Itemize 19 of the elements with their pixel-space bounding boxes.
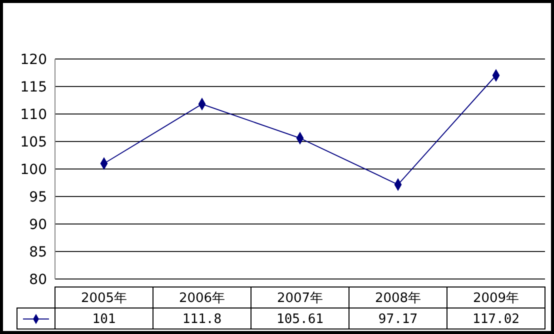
y-tick-label: 80 xyxy=(29,272,47,288)
y-tick-label: 120 xyxy=(20,52,47,68)
data-label: 97.17 xyxy=(378,312,418,327)
data-label: 101 xyxy=(92,312,116,327)
y-tick-label: 105 xyxy=(20,134,47,150)
y-tick-label: 100 xyxy=(20,162,47,178)
y-tick-label: 110 xyxy=(20,106,47,123)
y-tick-label: 85 xyxy=(29,244,47,260)
y-tick-label: 95 xyxy=(29,189,47,206)
y-tick-label: 90 xyxy=(29,216,47,233)
x-tick-label: 2008年 xyxy=(374,291,422,306)
data-label: 111.8 xyxy=(182,312,222,327)
data-label: 117.02 xyxy=(472,312,520,327)
x-tick-label: 2009年 xyxy=(472,291,520,306)
y-tick-label: 115 xyxy=(20,79,47,96)
x-tick-label: 2005年 xyxy=(80,291,128,306)
data-label: 105.61 xyxy=(276,312,324,327)
x-tick-label: 2006年 xyxy=(178,291,226,306)
x-tick-label: 2007年 xyxy=(276,291,324,306)
